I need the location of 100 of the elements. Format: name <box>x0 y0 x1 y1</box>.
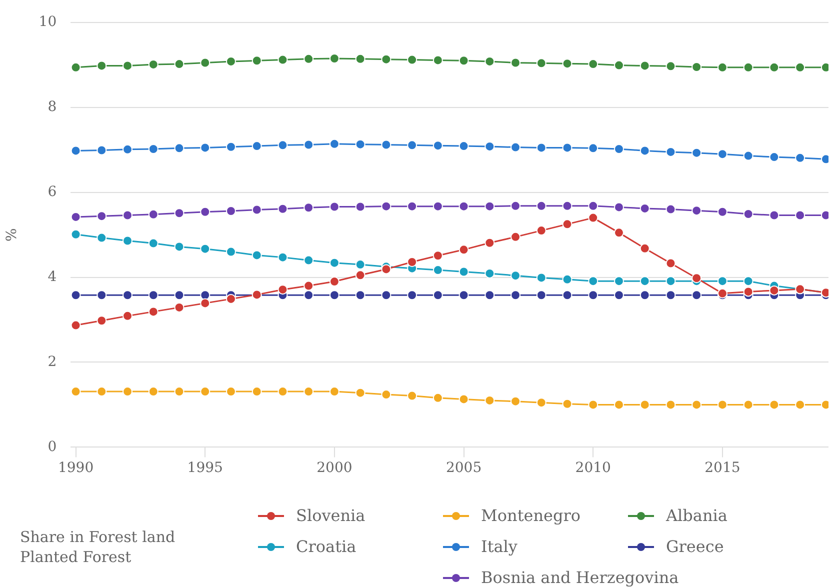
point <box>432 140 443 151</box>
point <box>304 54 314 64</box>
point <box>381 201 392 212</box>
point <box>666 258 676 268</box>
point <box>148 59 158 70</box>
point <box>226 294 236 304</box>
point <box>355 290 366 300</box>
point <box>640 400 650 410</box>
point <box>432 392 443 403</box>
point <box>614 290 624 300</box>
point <box>562 219 572 230</box>
point <box>588 400 598 410</box>
point <box>432 250 443 261</box>
point <box>588 212 598 223</box>
point <box>122 386 133 397</box>
point <box>96 145 107 156</box>
point <box>666 61 676 72</box>
point <box>148 238 158 248</box>
point <box>484 56 495 66</box>
y-axis-title: % <box>4 228 20 242</box>
point <box>666 400 676 410</box>
point <box>536 142 546 153</box>
point <box>458 56 469 66</box>
point <box>666 146 676 157</box>
point <box>174 143 184 154</box>
point <box>329 54 340 64</box>
point <box>200 142 210 153</box>
point <box>510 270 521 281</box>
point <box>458 394 469 404</box>
point <box>510 232 521 242</box>
point <box>252 56 262 66</box>
x-tick-label: 2015 <box>704 460 740 476</box>
point <box>614 276 624 286</box>
point <box>407 140 418 150</box>
point <box>588 200 598 211</box>
point <box>458 201 469 212</box>
point <box>148 290 158 300</box>
point <box>692 148 702 158</box>
point <box>484 290 495 300</box>
point <box>717 149 728 160</box>
legend-label: Slovenia <box>296 506 366 525</box>
point <box>148 209 158 220</box>
point <box>174 59 184 70</box>
x-tick-label: 2000 <box>316 460 352 476</box>
point <box>432 265 443 276</box>
point <box>70 146 81 156</box>
point <box>432 290 443 300</box>
point <box>278 386 288 397</box>
legend-label: Italy <box>481 537 518 556</box>
point <box>692 273 702 284</box>
y-tick-label: 2 <box>48 354 57 370</box>
point <box>588 143 598 154</box>
point <box>304 140 314 150</box>
point <box>614 228 624 238</box>
point <box>200 244 210 254</box>
point <box>692 400 702 410</box>
point <box>769 285 780 296</box>
point <box>743 400 754 410</box>
point <box>381 264 392 274</box>
point <box>536 398 546 408</box>
point <box>614 144 624 154</box>
y-tick-label: 0 <box>48 438 57 455</box>
point <box>200 290 210 300</box>
point <box>510 142 521 152</box>
point <box>381 54 392 64</box>
point <box>640 276 650 286</box>
point <box>355 54 366 64</box>
point <box>484 268 495 278</box>
point <box>122 60 133 71</box>
point <box>484 238 495 248</box>
point <box>795 210 806 220</box>
point <box>458 290 469 300</box>
point <box>70 290 81 300</box>
point <box>562 142 572 153</box>
point <box>96 232 107 243</box>
point <box>122 210 133 220</box>
point <box>692 206 702 216</box>
point <box>484 141 495 152</box>
y-tick-label: 10 <box>38 14 57 30</box>
point <box>536 58 546 68</box>
point <box>381 140 392 150</box>
point <box>510 58 521 68</box>
point <box>769 62 780 72</box>
point <box>484 395 495 406</box>
point <box>148 386 158 397</box>
point <box>226 142 236 152</box>
point <box>278 140 288 150</box>
point <box>226 386 236 397</box>
text: Planted Forest <box>20 547 132 567</box>
point <box>666 204 676 214</box>
y-tick-label: 8 <box>48 99 57 115</box>
point <box>562 200 572 211</box>
point <box>536 200 546 211</box>
point <box>743 208 754 219</box>
point <box>70 62 81 72</box>
point <box>536 272 546 283</box>
point <box>795 400 806 410</box>
legend-label: Bosnia and Herzegovina <box>481 568 679 587</box>
point <box>226 246 236 257</box>
point <box>510 396 521 406</box>
